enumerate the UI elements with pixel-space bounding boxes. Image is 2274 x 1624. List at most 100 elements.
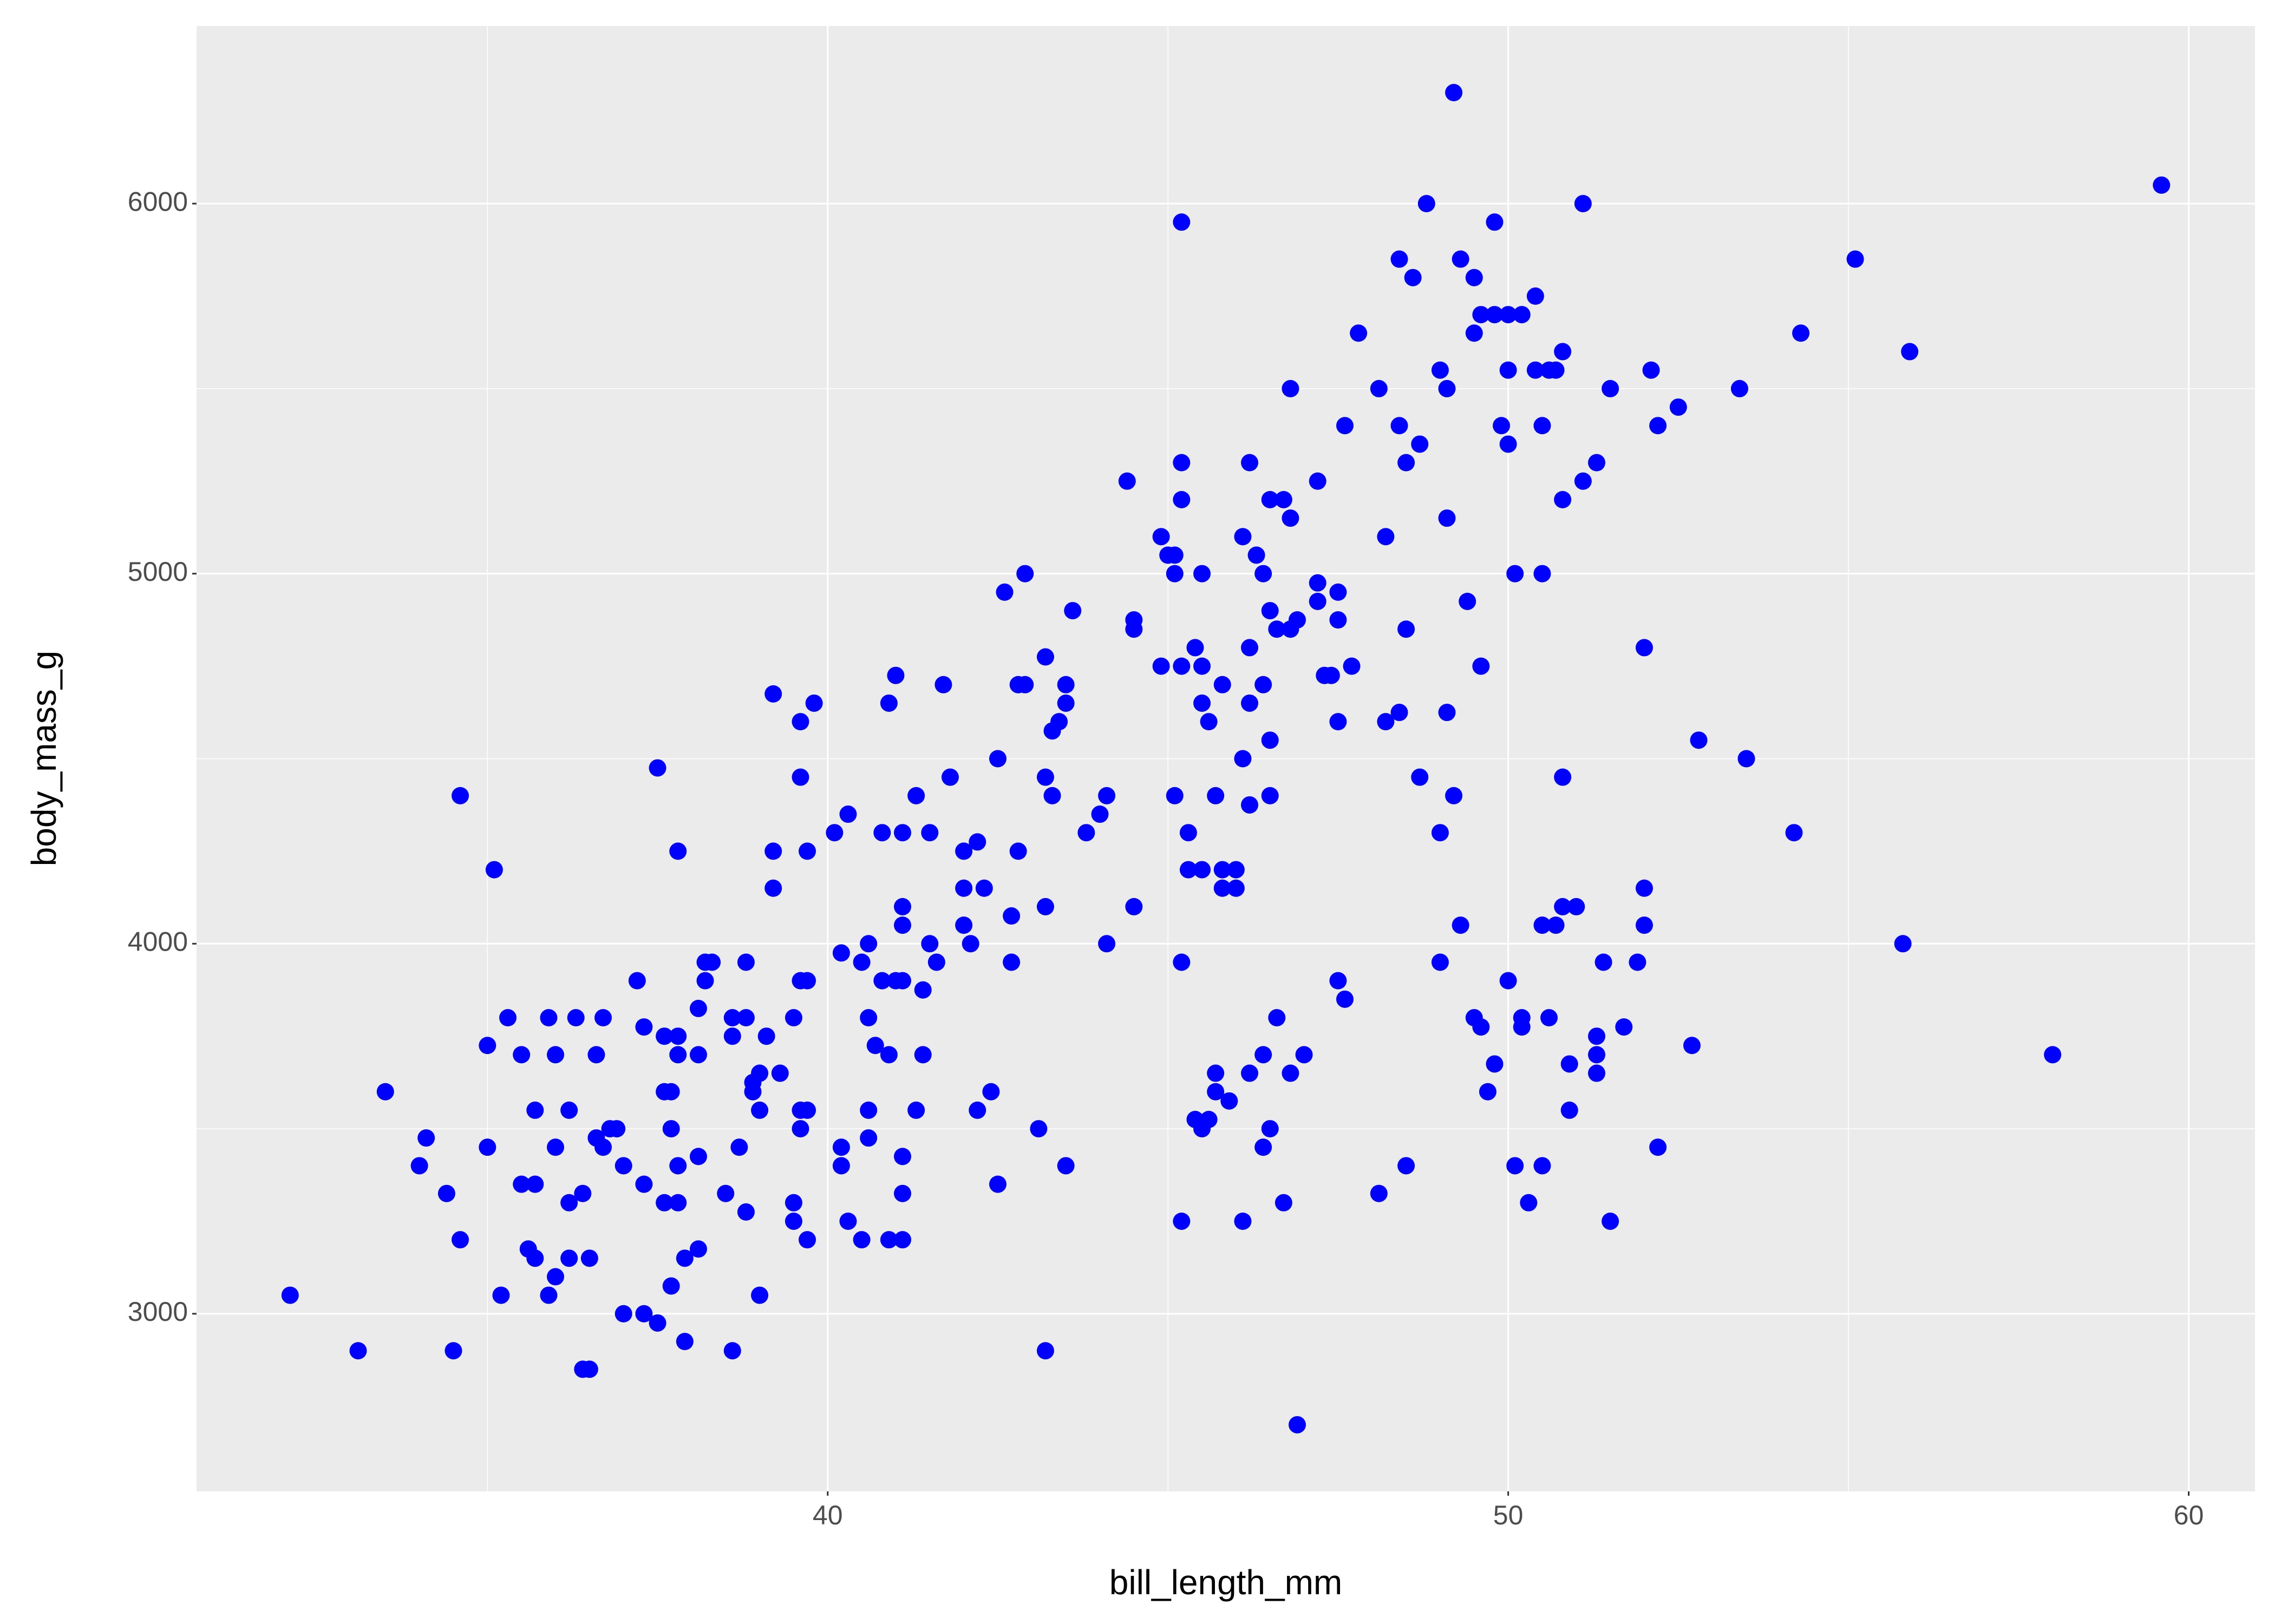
point	[452, 1231, 469, 1249]
point	[785, 1009, 802, 1027]
point	[1173, 657, 1191, 675]
point	[1009, 842, 1027, 860]
point	[1275, 490, 1292, 508]
point	[1465, 269, 1483, 286]
point	[737, 953, 755, 971]
point	[1417, 195, 1435, 213]
point	[676, 1249, 694, 1267]
point	[1846, 250, 1864, 268]
point	[479, 1037, 496, 1055]
point	[1370, 1184, 1388, 1202]
point	[676, 1333, 694, 1351]
point	[1193, 861, 1211, 879]
point	[1533, 916, 1551, 934]
point	[982, 1083, 1000, 1101]
point	[1254, 1046, 1272, 1064]
point	[417, 1129, 435, 1147]
point	[1472, 657, 1490, 675]
point	[1166, 546, 1184, 564]
point	[853, 1231, 871, 1249]
point	[1615, 1018, 1633, 1036]
point	[873, 972, 891, 990]
point	[1261, 602, 1279, 620]
point	[615, 1157, 632, 1175]
point	[560, 1249, 578, 1267]
y-tick-label: 3000	[128, 1296, 188, 1327]
point	[485, 861, 503, 879]
point	[1261, 731, 1279, 749]
point	[1309, 574, 1327, 592]
point	[764, 879, 782, 897]
point	[1669, 398, 1687, 416]
point	[785, 1212, 802, 1230]
point	[1547, 361, 1565, 379]
point	[1513, 306, 1531, 324]
point	[1322, 666, 1340, 684]
point	[560, 1194, 578, 1212]
point	[1057, 1157, 1075, 1175]
point	[907, 1101, 925, 1119]
point	[649, 1314, 666, 1332]
point	[2153, 176, 2171, 194]
point	[492, 1286, 510, 1304]
point	[1377, 528, 1395, 546]
point	[955, 916, 973, 934]
point	[927, 953, 945, 971]
point	[1635, 639, 1653, 657]
point	[1533, 565, 1551, 582]
point	[880, 694, 898, 712]
point	[1207, 1083, 1225, 1101]
point	[662, 1083, 680, 1101]
point	[737, 1203, 755, 1221]
point	[873, 824, 891, 842]
y-tick-label: 6000	[128, 186, 188, 217]
point	[1397, 454, 1415, 472]
point	[1486, 213, 1504, 231]
x-tick-label: 50	[1493, 1500, 1524, 1530]
point	[662, 1120, 680, 1138]
point	[410, 1157, 428, 1175]
point	[989, 750, 1007, 768]
point	[1602, 1212, 1619, 1230]
point	[1193, 657, 1211, 675]
point	[1445, 84, 1463, 102]
point	[1288, 611, 1306, 629]
point	[1438, 509, 1456, 527]
point	[1173, 454, 1191, 472]
point	[893, 898, 911, 915]
point	[1173, 490, 1191, 508]
point	[1098, 787, 1116, 804]
point	[1343, 657, 1361, 675]
point	[1329, 972, 1347, 990]
point	[1533, 1157, 1551, 1175]
point	[1526, 287, 1544, 305]
point	[608, 1120, 626, 1138]
point	[832, 1138, 850, 1156]
point	[1125, 611, 1143, 629]
point	[1649, 1138, 1667, 1156]
point	[1282, 509, 1299, 527]
point	[1213, 676, 1231, 693]
point	[1587, 1046, 1605, 1064]
point	[996, 583, 1014, 601]
point	[1635, 916, 1653, 934]
point	[1254, 565, 1272, 582]
point	[893, 824, 911, 842]
point	[717, 1184, 735, 1202]
point	[1220, 1092, 1238, 1110]
point	[1193, 565, 1211, 582]
point	[1240, 639, 1258, 657]
point	[1554, 768, 1572, 786]
point	[1282, 1064, 1299, 1082]
point	[1043, 787, 1061, 804]
point	[914, 981, 932, 999]
point	[730, 1138, 748, 1156]
point	[1050, 713, 1068, 731]
point	[546, 1138, 564, 1156]
point	[437, 1184, 455, 1202]
y-axis-title: body_mass_g	[24, 651, 63, 866]
point	[941, 768, 959, 786]
point	[1016, 676, 1034, 693]
point	[689, 1046, 707, 1064]
point	[546, 1046, 564, 1064]
